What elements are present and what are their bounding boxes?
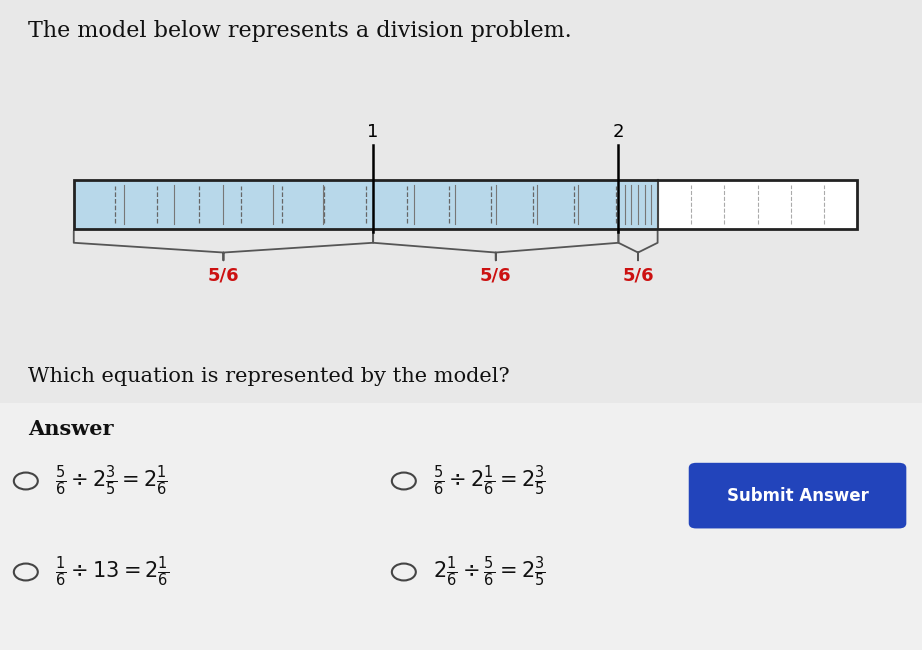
Text: Which equation is represented by the model?: Which equation is represented by the mod… <box>28 367 509 386</box>
Bar <box>657 180 857 229</box>
Bar <box>0 403 922 650</box>
Text: The model below represents a division problem.: The model below represents a division pr… <box>28 20 572 42</box>
FancyBboxPatch shape <box>689 463 906 528</box>
Text: $\frac{1}{6} \div 13 = 2\frac{1}{6}$: $\frac{1}{6} \div 13 = 2\frac{1}{6}$ <box>55 554 170 590</box>
Text: Answer: Answer <box>28 419 113 439</box>
Text: $\frac{5}{6} \div 2\frac{1}{6} = 2\frac{3}{5}$: $\frac{5}{6} \div 2\frac{1}{6} = 2\frac{… <box>433 463 546 499</box>
Text: 1: 1 <box>368 124 379 142</box>
Text: 5/6: 5/6 <box>480 266 512 285</box>
Text: 5/6: 5/6 <box>622 266 654 285</box>
Text: 2: 2 <box>613 124 624 142</box>
Text: Submit Answer: Submit Answer <box>727 487 869 504</box>
Bar <box>0 0 922 403</box>
Bar <box>74 180 657 229</box>
Text: $2\frac{1}{6} \div \frac{5}{6} = 2\frac{3}{5}$: $2\frac{1}{6} \div \frac{5}{6} = 2\frac{… <box>433 554 546 590</box>
Text: $\frac{5}{6} \div 2\frac{3}{5} = 2\frac{1}{6}$: $\frac{5}{6} \div 2\frac{3}{5} = 2\frac{… <box>55 463 168 499</box>
Bar <box>74 180 857 229</box>
Text: 5/6: 5/6 <box>207 266 240 285</box>
